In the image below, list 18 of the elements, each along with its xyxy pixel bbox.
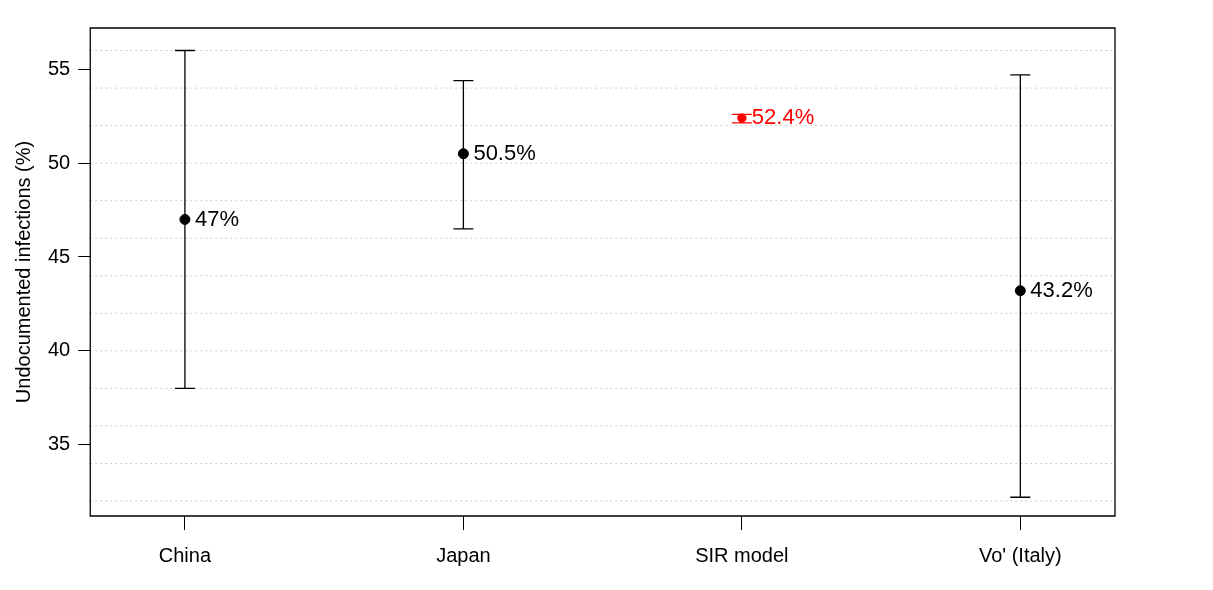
point: [737, 113, 747, 123]
data-label: 50.5%: [473, 139, 536, 165]
y-tick-label: 40: [48, 338, 71, 361]
y-tick-label: 55: [48, 56, 71, 79]
point: [1014, 285, 1026, 297]
y-tick-label: 45: [48, 244, 71, 267]
x-tick-label: China: [158, 543, 212, 566]
point: [457, 148, 469, 160]
point: [179, 213, 191, 225]
data-label: 47%: [194, 205, 239, 231]
data-label: 52.4%: [751, 104, 815, 130]
y-tick-label: 35: [48, 432, 71, 455]
x-tick-label: Japan: [436, 543, 491, 566]
y-axis-title: Undocumented infections (%): [11, 140, 34, 404]
x-tick-label: Vo' (Italy): [978, 543, 1062, 566]
x-tick-label: SIR model: [695, 543, 789, 566]
y-tick-label: 50: [48, 150, 71, 173]
data-label: 43.2%: [1030, 276, 1093, 302]
